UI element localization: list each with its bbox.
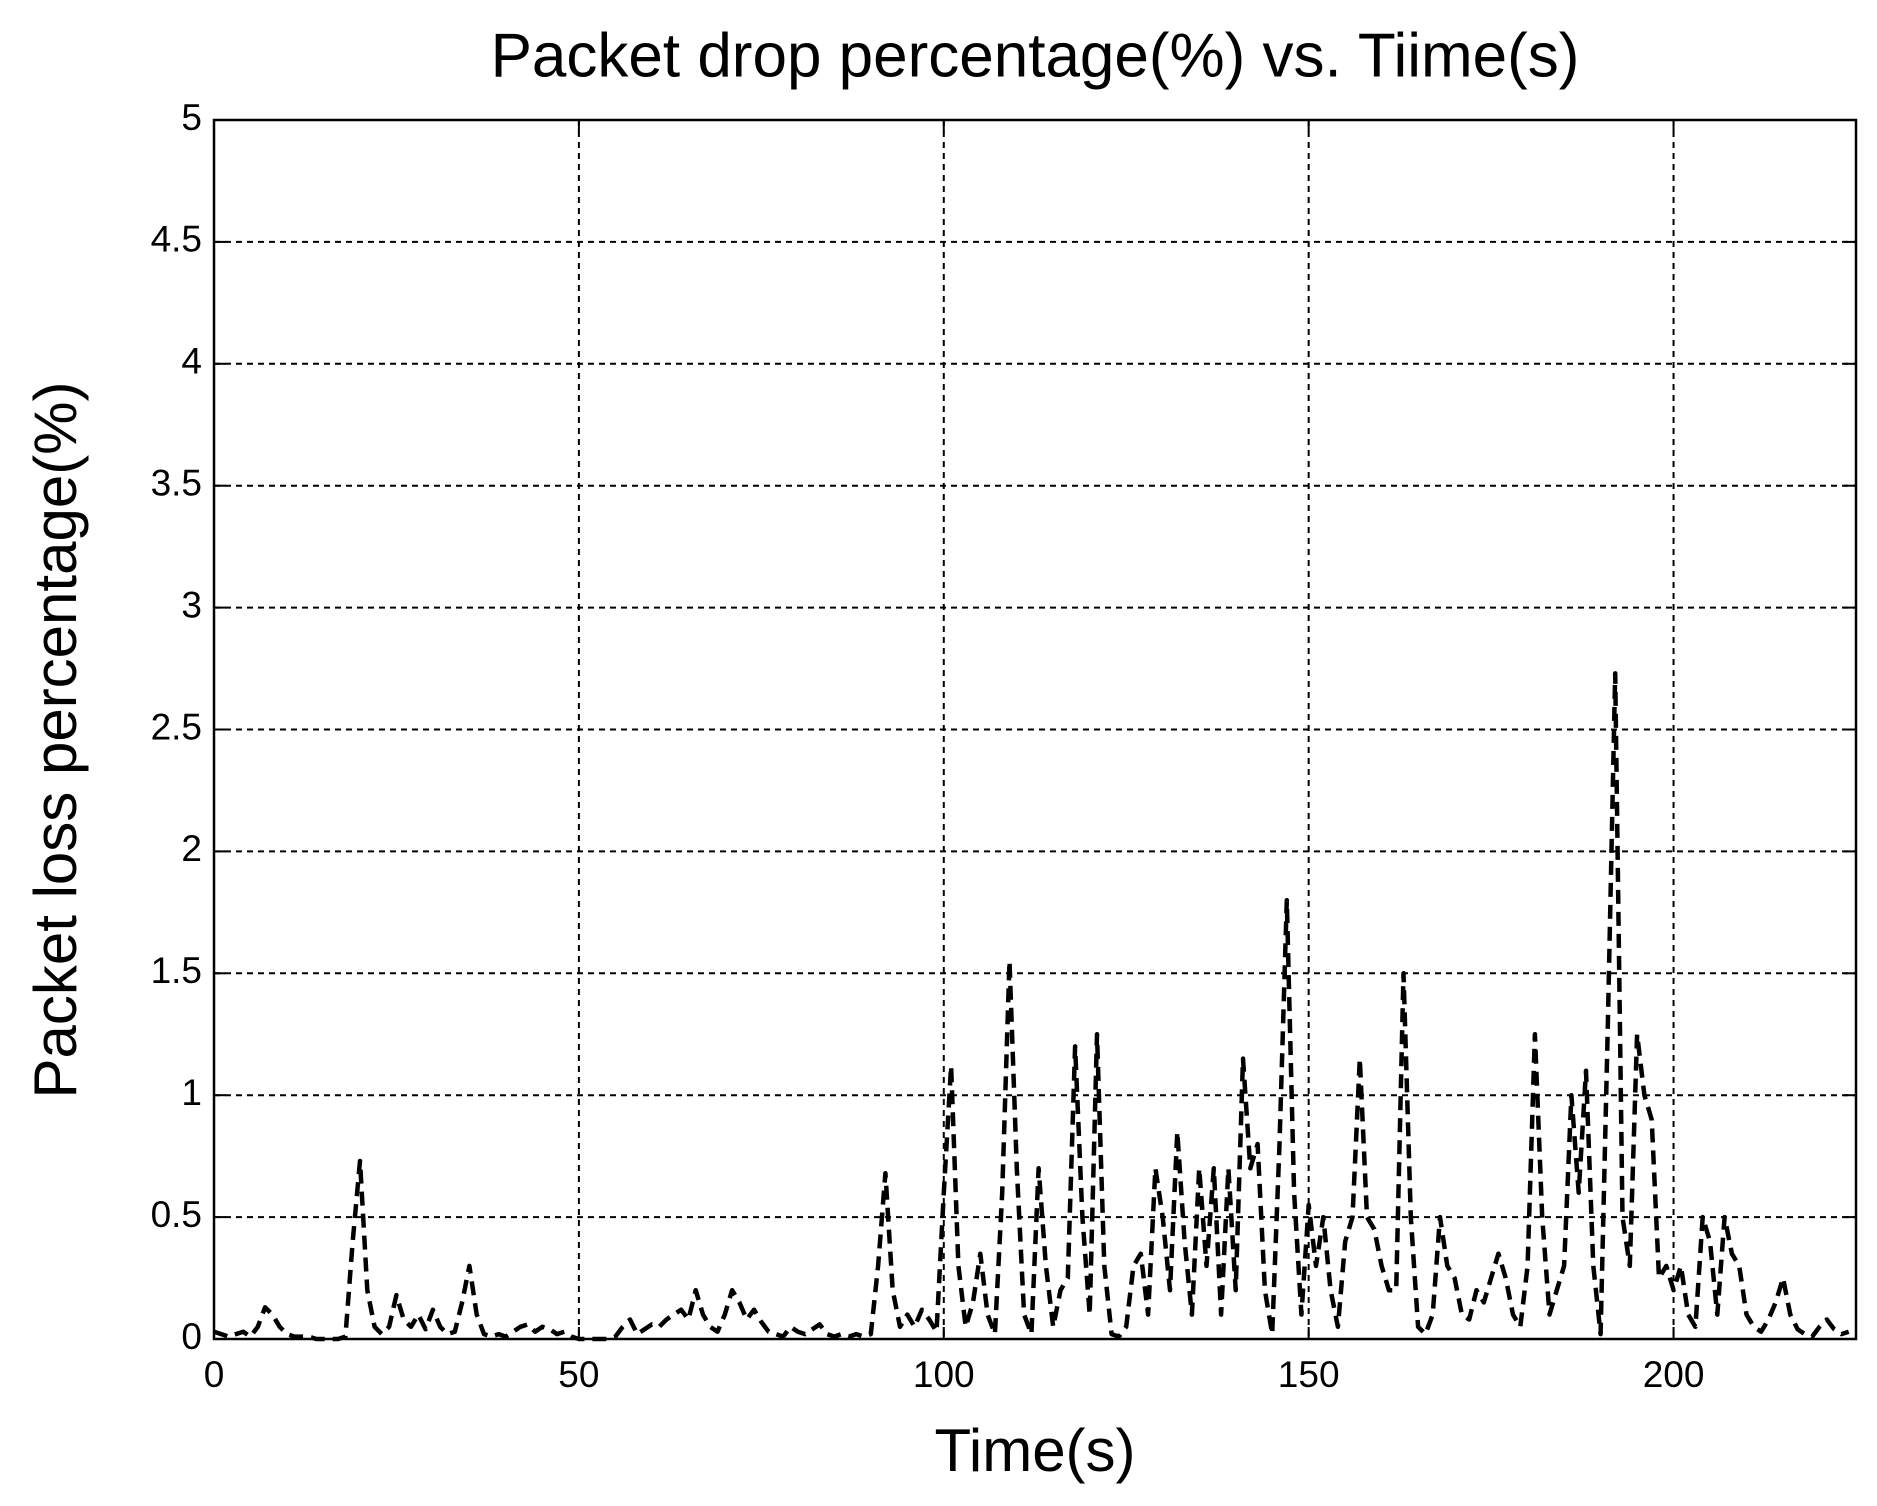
data-line — [213, 671, 1850, 1342]
y-tick-label: 1 — [181, 1072, 202, 1113]
y-tick-label: 2.5 — [151, 706, 202, 747]
y-tick-label: 1.5 — [151, 950, 202, 991]
y-tick-label: 0 — [181, 1316, 202, 1357]
plot-frame — [212, 118, 1858, 1341]
y-tick-label: 3 — [181, 584, 202, 625]
chart-title: Packet drop percentage(%) vs. Tiime(s) — [491, 21, 1580, 90]
y-tick-label: 2 — [181, 828, 202, 869]
x-tick-label: 50 — [558, 1354, 599, 1395]
y-tick-label: 4 — [181, 341, 202, 382]
y-axis-label: Packet loss percentage(%) — [22, 381, 89, 1098]
x-tick-label: 100 — [913, 1354, 975, 1395]
x-tick-label: 200 — [1643, 1354, 1705, 1395]
x-axis-label: Time(s) — [934, 1417, 1135, 1484]
x-tick-label: 150 — [1278, 1354, 1340, 1395]
x-tick-label: 0 — [204, 1354, 225, 1395]
y-tick-label: 3.5 — [151, 462, 202, 503]
y-tick-label: 0.5 — [151, 1194, 202, 1235]
y-tick-label: 5 — [181, 97, 202, 138]
y-tick-label: 4.5 — [151, 219, 202, 260]
